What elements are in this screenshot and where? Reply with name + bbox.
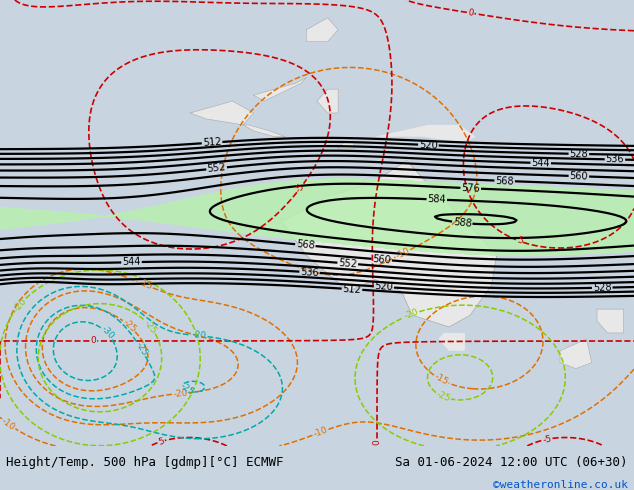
Text: -25: -25 [143, 318, 158, 335]
Text: -20: -20 [191, 331, 207, 341]
Text: -10: -10 [312, 426, 328, 439]
Text: 5: 5 [157, 437, 165, 447]
Polygon shape [243, 125, 285, 137]
Polygon shape [597, 309, 623, 333]
Text: 520: 520 [374, 281, 394, 293]
Text: 528: 528 [569, 149, 588, 159]
Text: Height/Temp. 500 hPa [gdmp][°C] ECMWF: Height/Temp. 500 hPa [gdmp][°C] ECMWF [6, 456, 284, 469]
Text: 552: 552 [338, 258, 358, 269]
Text: 560: 560 [569, 171, 588, 181]
Text: -25: -25 [435, 390, 451, 404]
Text: -20: -20 [172, 388, 188, 399]
Text: 536: 536 [300, 267, 319, 278]
Text: -20: -20 [12, 296, 29, 313]
Text: 544: 544 [531, 158, 550, 168]
Text: 536: 536 [605, 154, 624, 165]
Text: 560: 560 [372, 254, 391, 266]
Polygon shape [317, 89, 338, 113]
Polygon shape [560, 339, 592, 368]
Text: 5: 5 [515, 236, 524, 246]
Text: -25: -25 [178, 382, 195, 398]
Text: 0: 0 [91, 337, 96, 345]
Polygon shape [375, 125, 476, 143]
Text: -25: -25 [120, 318, 138, 334]
Text: -20: -20 [403, 308, 420, 321]
Text: 544: 544 [122, 257, 141, 268]
Text: 568: 568 [295, 239, 315, 251]
Text: -5: -5 [542, 434, 552, 444]
Text: ©weatheronline.co.uk: ©weatheronline.co.uk [493, 480, 628, 490]
Text: 528: 528 [593, 283, 612, 293]
Text: 512: 512 [342, 284, 361, 295]
Polygon shape [254, 77, 306, 101]
Text: -30: -30 [99, 325, 115, 342]
Text: 588: 588 [453, 217, 472, 229]
Text: 520: 520 [419, 140, 438, 150]
Text: 0: 0 [467, 8, 474, 18]
Text: -15: -15 [136, 278, 153, 292]
Text: 512: 512 [202, 137, 222, 148]
Text: 552: 552 [207, 162, 226, 174]
Polygon shape [439, 333, 465, 351]
Polygon shape [190, 101, 254, 125]
Text: -15: -15 [432, 372, 450, 387]
Text: Sa 01-06-2024 12:00 UTC (06+30): Sa 01-06-2024 12:00 UTC (06+30) [395, 456, 628, 469]
Text: -25: -25 [134, 341, 149, 358]
Polygon shape [280, 161, 496, 327]
Text: 568: 568 [495, 175, 514, 186]
Text: 0: 0 [373, 440, 382, 445]
Text: 584: 584 [427, 194, 446, 205]
Text: -5: -5 [294, 182, 307, 195]
Polygon shape [338, 143, 354, 148]
Text: 576: 576 [461, 183, 480, 194]
Text: -10: -10 [394, 246, 411, 261]
Text: -10: -10 [0, 416, 17, 432]
Polygon shape [306, 18, 338, 42]
